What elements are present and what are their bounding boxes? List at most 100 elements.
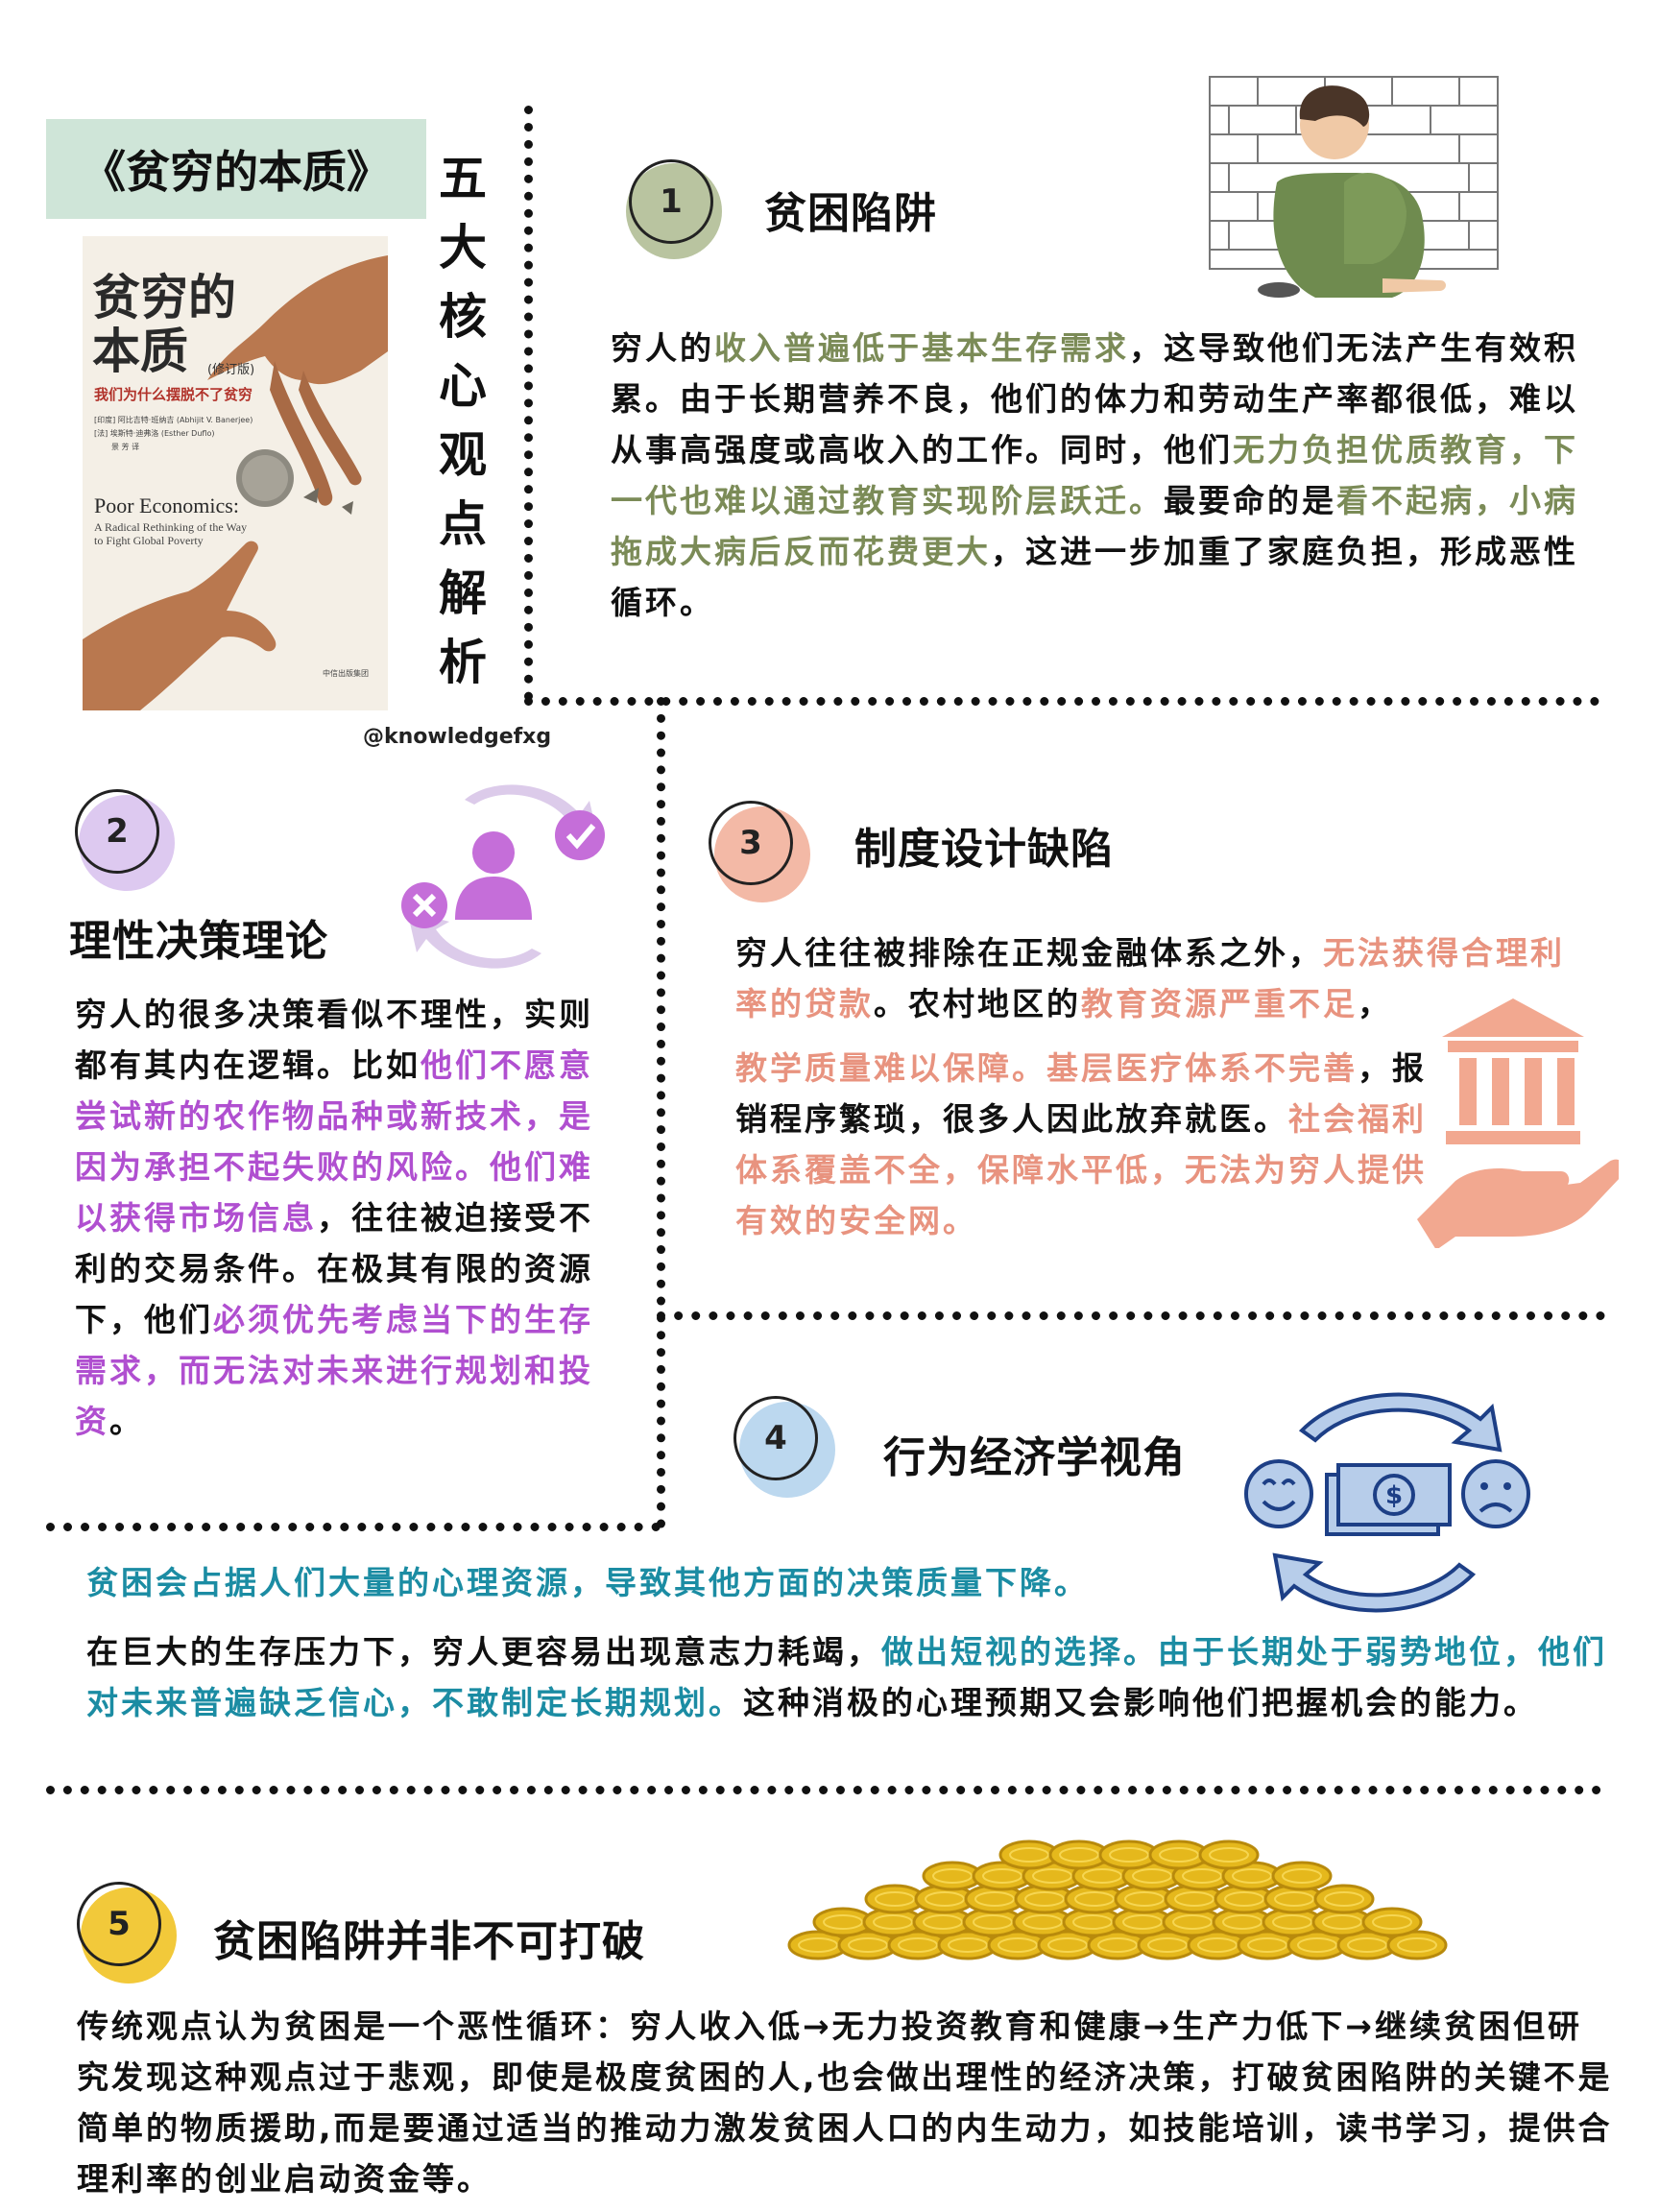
coin (1361, 1907, 1423, 1937)
hands-illustration (83, 255, 388, 710)
coin-rim (1197, 1937, 1238, 1953)
section3-body-bottom: 教学质量难以保障。基层医疗体系不完善，报销程序繁琐，很多人因此放弃就医。社会福利… (735, 1043, 1427, 1246)
body-text: ， (1358, 985, 1392, 1022)
highlight-text: 必须优先考虑当下的生存需求，而无法对未来进行规划和投资 (75, 1301, 593, 1440)
title-banner: 《贫穷的本质》 (46, 119, 426, 219)
vertical-title-char: 解 (439, 565, 487, 621)
section3-body-top: 穷人往往被排除在正规金融体系之外，无法获得合理利率的贷款。农村地区的教育资源严重… (735, 927, 1580, 1029)
body-text: 穷人往往被排除在正规金融体系之外， (735, 934, 1323, 972)
section3-heading: 制度设计缺陷 (854, 825, 1114, 874)
vertical-title-char: 心 (439, 358, 487, 414)
book-publisher: 中信出版集团 (323, 669, 369, 678)
coin-rim (1272, 1914, 1312, 1930)
coin (1386, 1930, 1448, 1960)
coin (1313, 1884, 1375, 1914)
coin-rim (848, 1937, 888, 1953)
coin-rim (1032, 1868, 1072, 1884)
coin-rim (1209, 1847, 1249, 1863)
section3-number: 3 (709, 801, 793, 885)
highlight-text: 教学质量难以保障。基层医疗体系不完善 (735, 1049, 1358, 1087)
coin-rim (925, 1891, 965, 1907)
book-title-line1: 贫穷的 (92, 269, 236, 325)
divider-h-2 (657, 1311, 1605, 1320)
book-edition: (修订版) (207, 363, 255, 377)
coin-rim (1082, 1868, 1122, 1884)
decision-cycle-icon (401, 784, 605, 969)
highlight-text: 做出短视的选择。由于长期处于弱势地位，他们对未来普遍缺乏信心，不敢制定长期规划。 (86, 1633, 1607, 1721)
section4-lead: 贫困会占据人们大量的心理资源，导致其他方面的决策质量下降。 (86, 1564, 1089, 1601)
coin-rim (1182, 1868, 1222, 1884)
book-cover: 贫穷的 本质 (修订版) 我们为什么摆脱不了贫穷 [印度] 阿比吉特·班纳吉 (… (83, 236, 388, 710)
coin-rim (1232, 1868, 1272, 1884)
coin-rim (1024, 1891, 1065, 1907)
coin-rim (932, 1868, 973, 1884)
coin-rim (1224, 1891, 1264, 1907)
coin-rim (1172, 1914, 1213, 1930)
highlight-text: 无法获得合理利率的贷款 (735, 934, 1565, 1022)
divider-v-top (524, 106, 533, 701)
body-text: ，往往被迫接受不利的交易条件。在极其有限的资源下，他们 (75, 1199, 593, 1338)
coin-rim (1222, 1914, 1262, 1930)
book-author-1: [印度] 阿比吉特·班纳吉 (Abhijit V. Banerjee) (94, 416, 253, 424)
body-text: ，这进一步加重了家庭负担，形成恶性循环。 (611, 533, 1578, 621)
coin-rim (1109, 1847, 1149, 1863)
vertical-title-char: 核 (439, 289, 487, 345)
section5-number: 5 (77, 1882, 161, 1966)
page-title: 《贫穷的本质》 (82, 146, 391, 198)
divider-h-3 (46, 1523, 661, 1531)
body-text: ，这导致他们无法产生有效积累。由于长期营养不良，他们的体力和劳动生产率都很低，难… (611, 329, 1578, 469)
coin-rim (973, 1914, 1013, 1930)
vertical-title-char: 点 (439, 496, 487, 552)
body-text: 。 (109, 1403, 144, 1440)
coin-rim (1097, 1937, 1138, 1953)
body-text: 这种消极的心理预期又会影响他们把握机会的能力。 (743, 1684, 1538, 1721)
coin (1271, 1861, 1333, 1891)
gold-coin-pile-icon (787, 1839, 1448, 1960)
section1-number: 1 (629, 159, 713, 244)
coin-rim (1347, 1937, 1387, 1953)
book-author-2: [法] 埃斯特·迪弗洛 (Esther Duflo) (94, 429, 215, 438)
section1-heading: 贫困陷阱 (764, 189, 937, 238)
body-text: 在巨大的生存压力下，穷人更容易出现意志力耗竭， (86, 1633, 881, 1671)
coin-rim (1322, 1914, 1362, 1930)
section5-body: 传统观点认为贫困是一个恶性循环：穷人收入低→无力投资教育和健康→生产力低下→继续… (77, 2008, 1613, 2198)
section2-number: 2 (75, 789, 159, 874)
section4-heading: 行为经济学视角 (883, 1433, 1186, 1482)
body-text: 穷人的很多决策看似不理性，实则都有其内在逻辑。比如 (75, 996, 593, 1084)
body-text: 最要命的是 (1164, 482, 1336, 519)
coin-rim (1324, 1891, 1364, 1907)
coin-rim (1147, 1937, 1188, 1953)
poor-child-illustration (1209, 76, 1499, 314)
book-translator: 景 芳 译 (111, 443, 140, 451)
coin-rim (798, 1937, 838, 1953)
money-emotion-cycle-icon: $ (1244, 1392, 1530, 1613)
vertical-title-char: 析 (439, 635, 487, 690)
coin-rim (1124, 1891, 1165, 1907)
vertical-title-char: 五 (439, 151, 487, 206)
coin-rim (1282, 1868, 1322, 1884)
highlight-text: 无力负担优质教育，下一代也难以通过教育实现阶层跃迁。 (611, 431, 1578, 519)
section2-heading: 理性决策理论 (69, 917, 328, 966)
highlight-text: 收入普遍低于基本生存需求 (714, 329, 1129, 367)
section1-body: 穷人的收入普遍低于基本生存需求，这导致他们无法产生有效积累。由于长期营养不良，他… (611, 323, 1594, 628)
coin-rim (1074, 1891, 1115, 1907)
coin-rim (982, 1868, 1022, 1884)
coin-rim (974, 1891, 1015, 1907)
coin-rim (948, 1937, 988, 1953)
coin-rim (923, 1914, 963, 1930)
vertical-title: 五大核心观点解析 (434, 144, 492, 697)
coin-rim (1397, 1937, 1437, 1953)
coin-rim (823, 1914, 863, 1930)
highlight-text: 社会福利体系覆盖不全，保障水平低，无法为穷人提供有效的安全网。 (735, 1100, 1427, 1239)
coin-rim (1122, 1914, 1163, 1930)
highlight-text: 教育资源严重不足 (1081, 985, 1358, 1022)
coin-rim (1247, 1937, 1287, 1953)
book-en-title: Poor Economics: (94, 493, 239, 517)
section4-number: 4 (733, 1396, 818, 1480)
author-handle: @knowledgefxg (363, 725, 552, 749)
coin-rim (1022, 1914, 1063, 1930)
coin-rim (898, 1937, 938, 1953)
section5-heading: 贫困陷阱并非不可打破 (213, 1917, 645, 1966)
divider-h-1 (524, 697, 1599, 706)
bank-in-hand-icon (1417, 998, 1619, 1248)
